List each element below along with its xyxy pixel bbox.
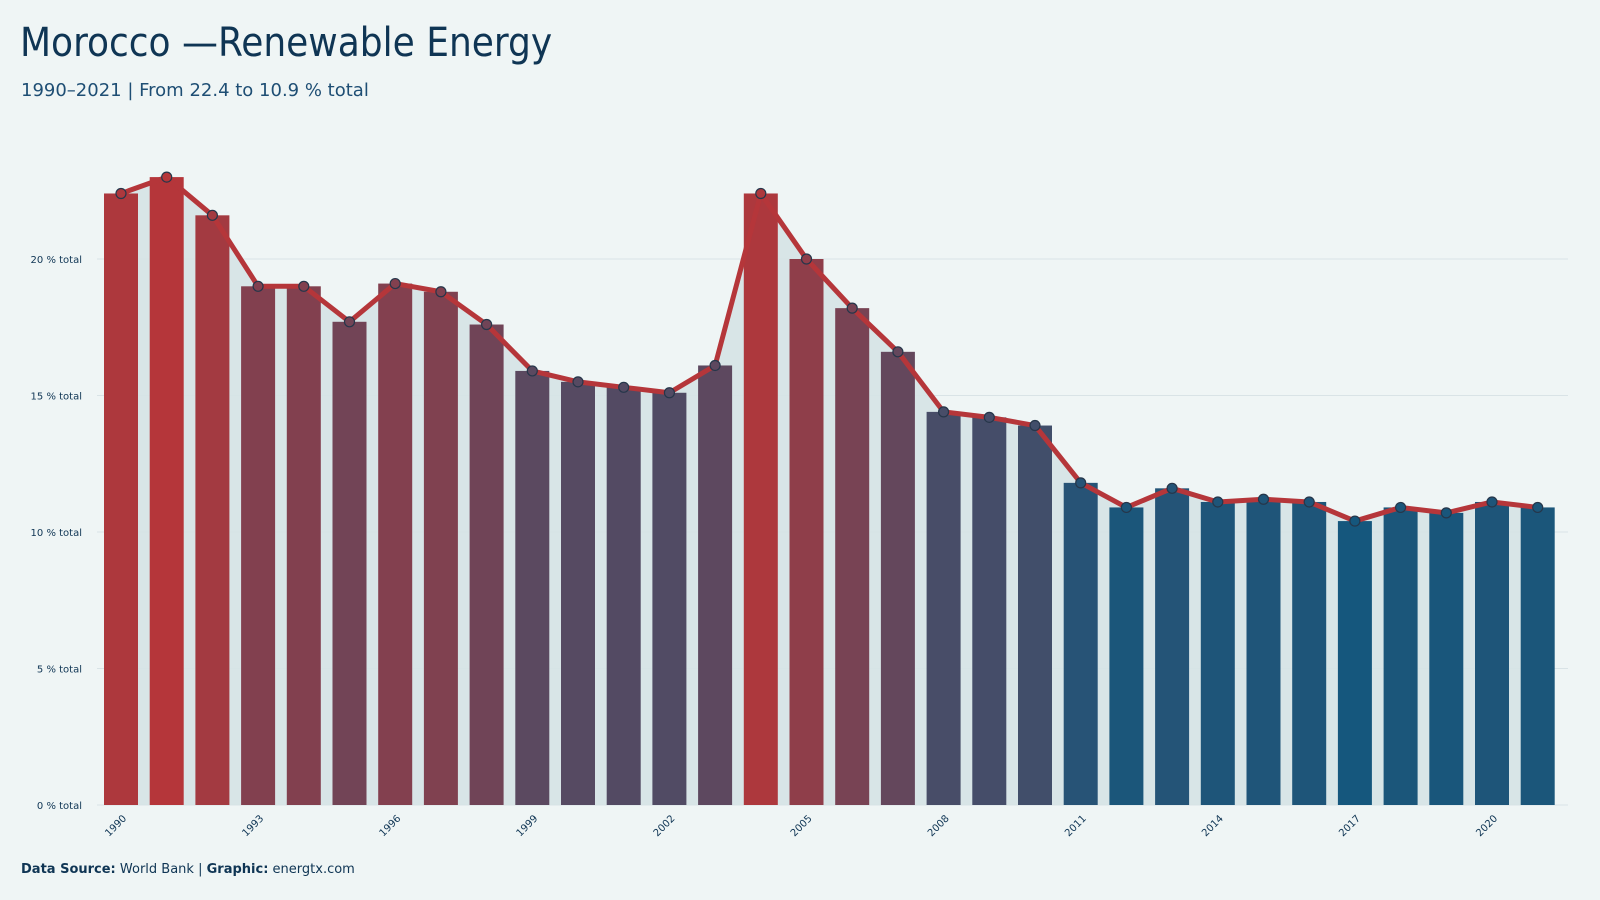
- bar: [423, 291, 458, 805]
- x-tick-label: 2020: [1474, 813, 1500, 839]
- series-line: [118, 174, 1541, 524]
- data-point: [1532, 501, 1544, 514]
- data-point: [206, 209, 218, 221]
- data-point: [1029, 419, 1041, 432]
- data-point: [892, 346, 904, 358]
- bar: [743, 193, 778, 806]
- bar: [1018, 425, 1052, 805]
- data-point: [389, 277, 401, 290]
- bar: [1200, 501, 1235, 805]
- graphic-value: energtx.com: [272, 862, 355, 877]
- bar: [1109, 507, 1144, 805]
- footer: Data Source: World Bank | Graphic: energ…: [21, 862, 355, 877]
- bar: [1520, 507, 1555, 805]
- data-point: [983, 411, 995, 423]
- graphic-label: Graphic:: [206, 862, 269, 877]
- x-tick-label: 2005: [789, 813, 815, 839]
- data-point: [1212, 496, 1224, 508]
- x-tick-label: 1993: [240, 813, 266, 839]
- data-point: [435, 286, 447, 298]
- trend-line: [118, 174, 1541, 524]
- bar: [378, 283, 413, 805]
- data-point: [846, 302, 858, 314]
- x-tick-label: 2017: [1337, 813, 1363, 839]
- source-value: World Bank: [119, 862, 194, 877]
- data-point: [161, 171, 173, 183]
- bar: [1063, 482, 1098, 805]
- data-point: [1394, 501, 1407, 514]
- x-tick-label: 1996: [378, 813, 404, 839]
- bar: [561, 381, 595, 805]
- data-point: [937, 406, 950, 418]
- bar: [606, 387, 641, 805]
- bar: [789, 259, 824, 805]
- y-tick-label: 0 % total: [37, 801, 82, 812]
- x-tick-label: 2008: [926, 813, 952, 839]
- bar: [926, 411, 961, 805]
- data-point: [1349, 515, 1361, 527]
- bars: [104, 177, 1555, 806]
- data-point: [1303, 496, 1315, 508]
- data-point: [1486, 496, 1498, 508]
- data-point: [298, 280, 310, 292]
- bar: [286, 286, 321, 805]
- bar: [1246, 499, 1281, 805]
- data-point: [755, 187, 767, 200]
- data-point: [526, 365, 538, 377]
- x-tick-label: 2014: [1200, 813, 1226, 839]
- bar: [332, 321, 367, 805]
- x-tick-label: 1990: [103, 813, 129, 839]
- chart-subtitle: 1990–2021 | From 22.4 to 10.9 % total: [21, 80, 369, 101]
- bar: [835, 308, 870, 805]
- bar: [515, 370, 550, 805]
- data-point: [572, 376, 584, 388]
- data-point: [618, 381, 630, 393]
- source-label: Data Source:: [21, 862, 116, 877]
- data-point: [1440, 507, 1452, 519]
- y-tick-label: 10 % total: [31, 528, 82, 539]
- x-tick-label: 2002: [652, 813, 678, 839]
- data-point: [709, 359, 721, 372]
- footer-separator: |: [198, 862, 203, 877]
- data-point: [1120, 501, 1133, 514]
- bar: [652, 392, 687, 805]
- bar: [1383, 507, 1418, 805]
- x-tick-label: 1999: [515, 813, 541, 839]
- bar: [149, 177, 184, 806]
- y-tick-label: 20 % total: [31, 255, 82, 266]
- data-point: [1166, 482, 1178, 494]
- data-point: [343, 316, 356, 328]
- y-axis-ticks: 0 % total 5 % total 10 % total 15 % total 20…: [31, 255, 82, 812]
- bar: [195, 215, 230, 805]
- bar: [1337, 521, 1372, 805]
- markers: [115, 171, 1544, 527]
- y-tick-label: 5 % total: [37, 665, 82, 676]
- bar: [698, 365, 733, 805]
- bar: [1475, 501, 1509, 805]
- data-point: [1257, 493, 1270, 505]
- bar: [1155, 488, 1190, 805]
- bar: [972, 417, 1007, 805]
- bar: [880, 351, 915, 805]
- bar: [104, 193, 138, 806]
- data-point: [115, 187, 127, 200]
- bar: [1429, 512, 1464, 805]
- data-point: [252, 280, 264, 292]
- bar: [241, 286, 276, 805]
- data-point: [663, 387, 676, 399]
- data-point: [481, 318, 493, 331]
- y-tick-label: 15 % total: [31, 392, 82, 403]
- data-point: [800, 253, 813, 265]
- bar: [1292, 501, 1327, 805]
- bar: [469, 324, 504, 805]
- x-axis-ticks: 1990 1993 1996 1999 2002 2005 2008 2011 2014 2017…: [103, 813, 1500, 839]
- x-tick-label: 2011: [1063, 813, 1089, 839]
- chart-title: Morocco —Renewable Energy: [20, 20, 553, 66]
- data-point: [1075, 477, 1087, 489]
